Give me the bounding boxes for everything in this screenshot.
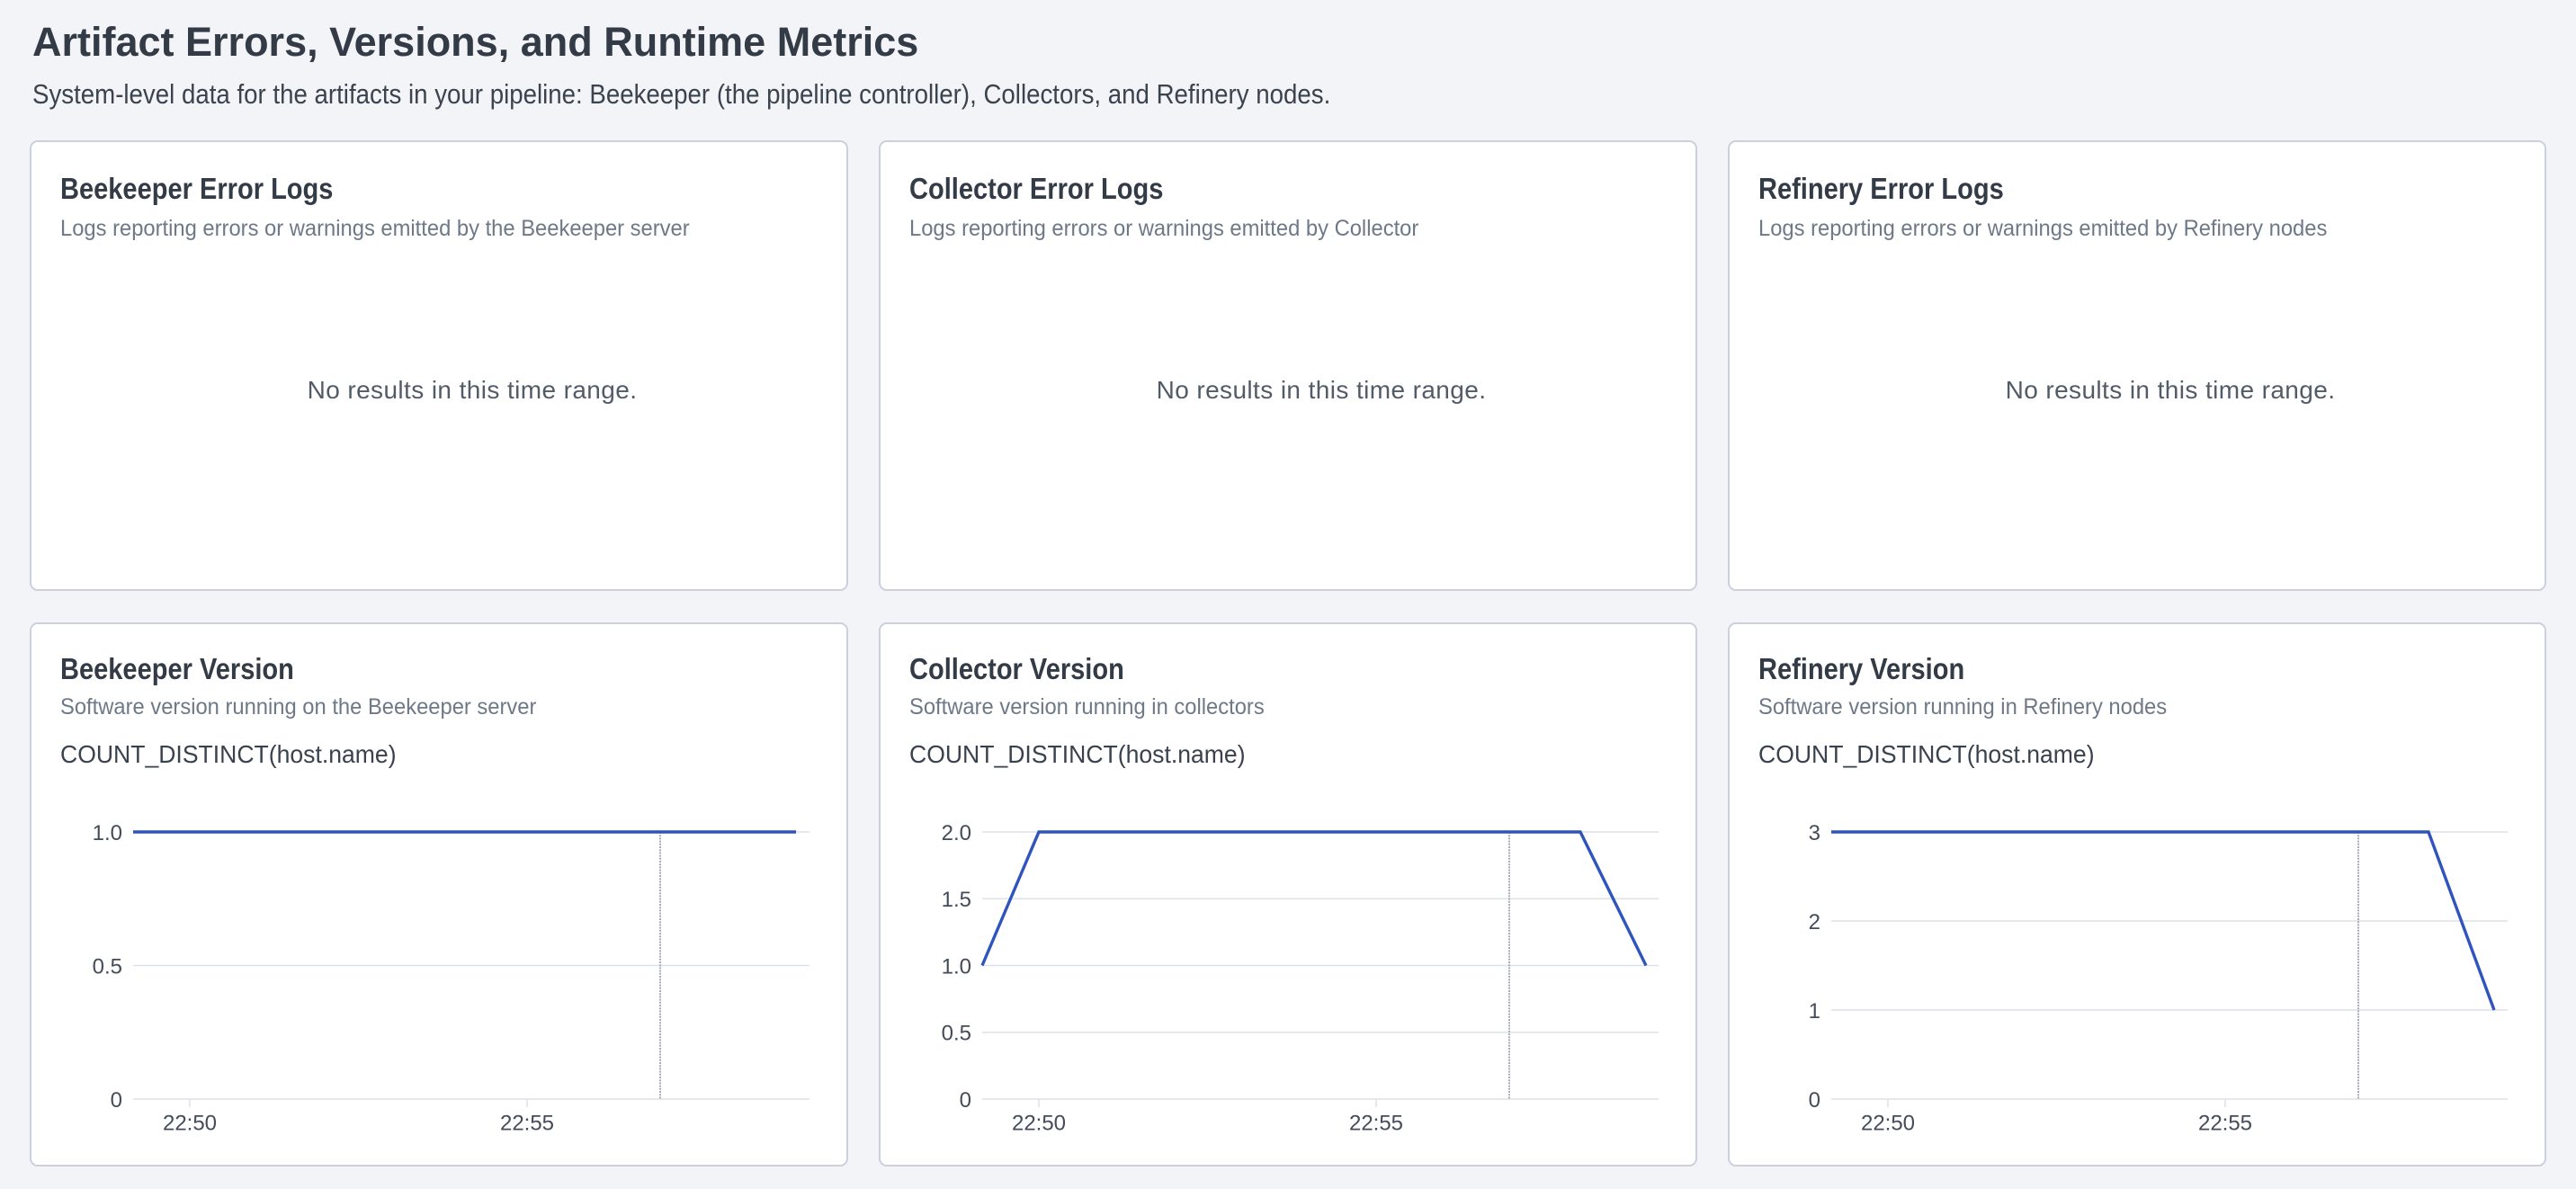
svg-text:1.5: 1.5 — [942, 888, 971, 912]
svg-text:3: 3 — [1809, 821, 1820, 845]
svg-text:22:50: 22:50 — [163, 1112, 217, 1136]
svg-text:22:55: 22:55 — [1349, 1112, 1403, 1136]
svg-text:22:55: 22:55 — [500, 1112, 554, 1136]
svg-text:22:50: 22:50 — [1861, 1112, 1915, 1136]
svg-text:1.0: 1.0 — [942, 954, 971, 979]
svg-text:1.0: 1.0 — [93, 821, 122, 845]
svg-text:1: 1 — [1809, 999, 1820, 1024]
svg-text:0: 0 — [960, 1088, 971, 1113]
svg-text:22:55: 22:55 — [2198, 1112, 2252, 1136]
svg-text:0.5: 0.5 — [942, 1022, 971, 1046]
svg-text:0: 0 — [111, 1088, 122, 1113]
svg-text:22:50: 22:50 — [1012, 1112, 1066, 1136]
svg-text:0.5: 0.5 — [93, 954, 122, 979]
svg-text:2: 2 — [1809, 910, 1820, 934]
svg-text:0: 0 — [1809, 1088, 1820, 1113]
svg-text:2.0: 2.0 — [942, 821, 971, 845]
